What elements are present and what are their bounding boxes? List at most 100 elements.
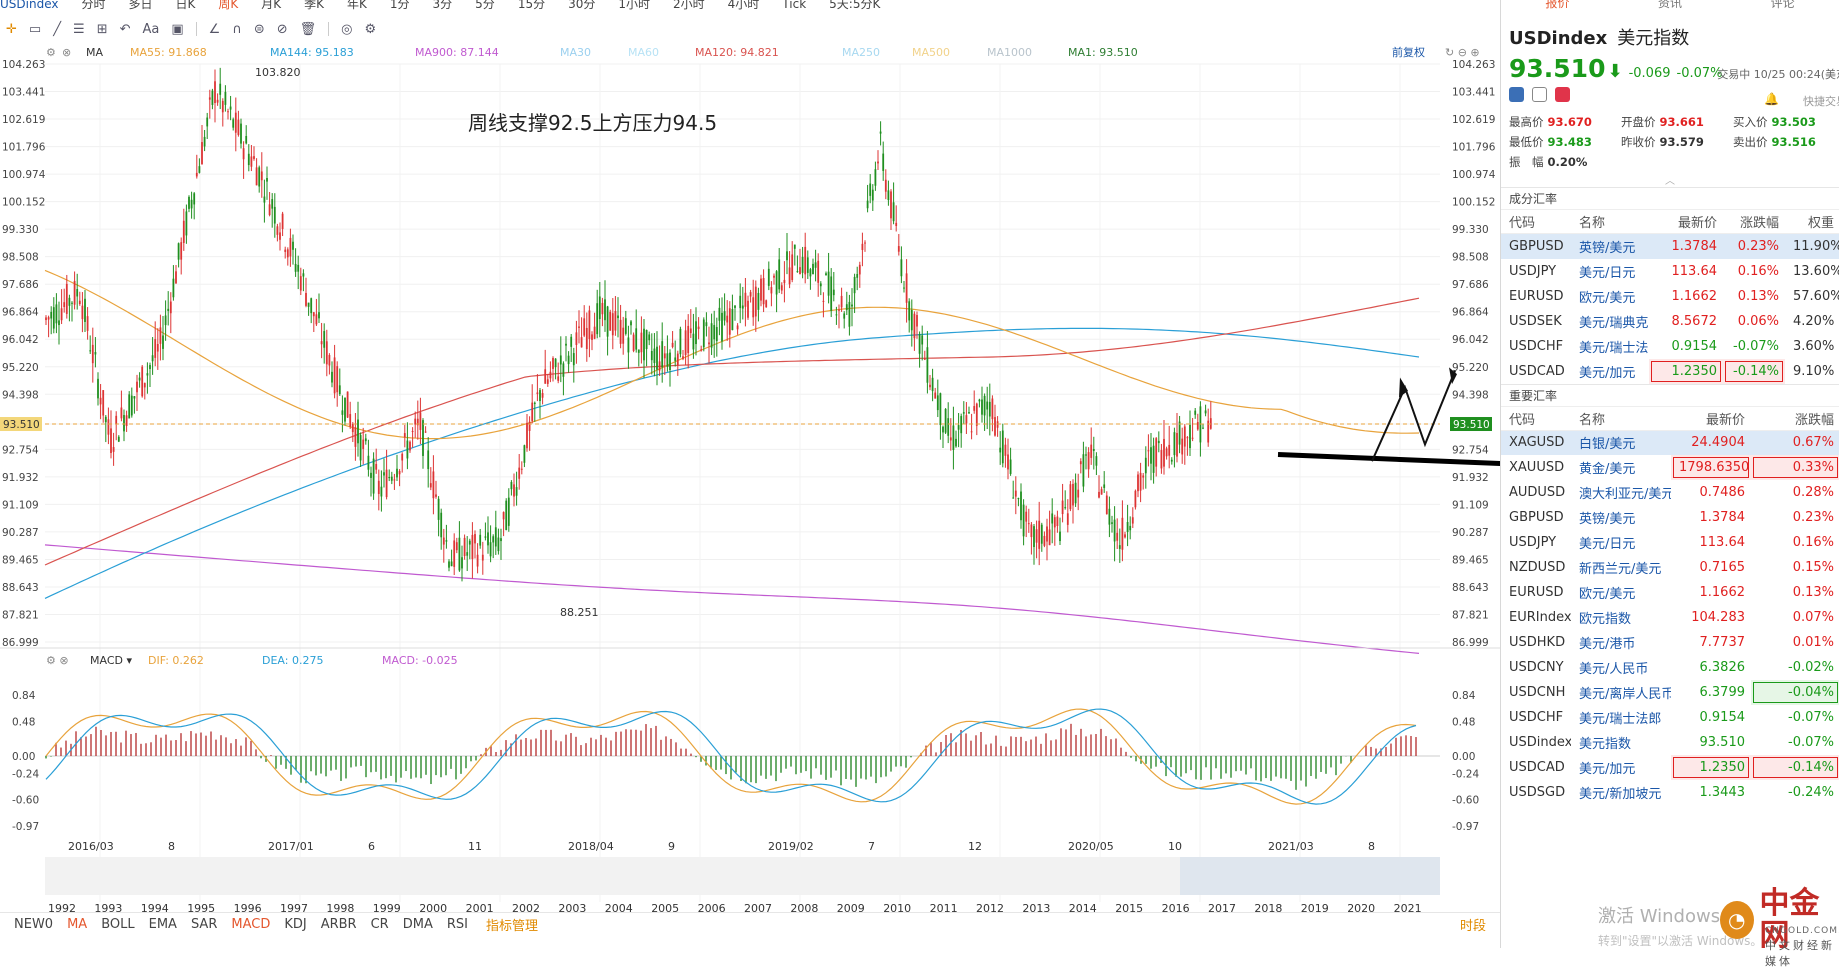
table-row[interactable]: GBPUSD 英镑/美元 1.3784 0.23% 11.90% [1501, 233, 1839, 259]
candle-body [299, 276, 302, 291]
table-row[interactable]: USDCNY 美元/人民币 6.3826 -0.02% [1501, 655, 1839, 680]
eye-icon[interactable]: ◎ [341, 21, 353, 37]
period-tab[interactable]: 季K [304, 0, 325, 11]
period-tab[interactable]: 月K [261, 0, 282, 11]
crosshair-icon[interactable]: ✛ [6, 21, 17, 37]
table-row[interactable]: USDindex 美元指数 93.510 -0.07% [1501, 730, 1839, 755]
circle-tool-icon[interactable]: ⊜ [253, 21, 265, 37]
table-row[interactable]: EURUSD 欧元/美元 1.1662 0.13% 57.60% [1501, 284, 1839, 309]
table-row[interactable]: GBPUSD 英镑/美元 1.3784 0.23% [1501, 505, 1839, 530]
comment-icon[interactable]: ▣ [171, 21, 184, 37]
period-tab[interactable]: 1分 [389, 0, 410, 11]
period-tab[interactable]: 分时 [81, 0, 106, 11]
indicator-tab-ma[interactable]: MA [67, 917, 88, 932]
price-tick-right: 101.796 [1452, 142, 1496, 154]
indicator-tab-arbr[interactable]: ARBR [320, 917, 357, 932]
period-tab[interactable]: Tick [782, 0, 807, 11]
table-row[interactable]: XAUUSD 黄金/美元 1798.6350 0.33% [1501, 455, 1839, 480]
table-row[interactable]: USDJPY 美元/日元 113.64 0.16% [1501, 530, 1839, 555]
column-header[interactable]: 最新价 [1671, 405, 1751, 431]
indicator-tab-kdj[interactable]: KDJ [284, 917, 307, 932]
table-row[interactable]: EURUSD 欧元/美元 1.1662 0.13% [1501, 580, 1839, 605]
chart-area[interactable]: ⚙ ⊗ MA MA55: 91.868 MA144: 95.183 MA900: 87.1… [0, 42, 1526, 922]
measure-tool-icon[interactable]: ☰ [73, 21, 85, 37]
settings-icon[interactable]: ⚙ [364, 21, 377, 37]
collapse-icon[interactable]: ︿ [1665, 176, 1675, 187]
column-header[interactable]: 最新价 [1649, 209, 1723, 234]
brush-icon[interactable]: ⊘ [276, 21, 288, 37]
indicator-tab-sar[interactable]: SAR [190, 917, 218, 932]
table-row[interactable]: USDSEK 美元/瑞典克 8.5672 0.06% 4.20% [1501, 309, 1839, 334]
candle-body [1048, 529, 1051, 546]
indicator-tab-dma[interactable]: DMA [402, 917, 433, 932]
table-row[interactable]: USDCAD 美元/加元 1.2350 -0.14% 9.10% [1501, 358, 1839, 384]
column-header[interactable]: 名称 [1571, 209, 1649, 234]
column-header[interactable]: 代码 [1501, 209, 1571, 234]
indicator-tab-ema[interactable]: EMA [148, 917, 177, 932]
macd-legend: DIF: 0.262 [148, 654, 204, 667]
column-header[interactable]: 代码 [1501, 405, 1571, 431]
column-header[interactable]: 涨跌幅 [1751, 405, 1839, 431]
table-row[interactable]: USDCHF 美元/瑞士法郎 0.9154 -0.07% [1501, 705, 1839, 730]
table-row[interactable]: XAGUSD 白银/美元 24.4904 0.67% [1501, 430, 1839, 455]
period-button[interactable]: 时段 [1459, 919, 1486, 934]
period-tab[interactable]: 日K [175, 0, 196, 11]
period-tab[interactable]: 1小时 [618, 0, 651, 11]
column-header[interactable]: 权重 [1785, 209, 1839, 234]
rect-tool-icon[interactable]: ▭ [28, 21, 42, 37]
table-row[interactable]: USDSGD 美元/新加坡元 1.3443 -0.24% [1501, 780, 1839, 805]
period-tab[interactable]: 15分 [517, 0, 546, 11]
doc-icon[interactable] [1532, 87, 1547, 102]
period-tab[interactable]: 5分 [475, 0, 495, 11]
column-header[interactable]: 涨跌幅 [1723, 209, 1785, 234]
candle-body [206, 117, 209, 127]
panel-tab[interactable]: 评论 [1770, 0, 1795, 10]
table-row[interactable]: USDJPY 美元/日元 113.64 0.16% 13.60% [1501, 259, 1839, 284]
panel-tab[interactable]: 报价 [1545, 0, 1570, 10]
table-row[interactable]: EURIndex 欧元指数 104.283 0.07% [1501, 605, 1839, 630]
period-tab[interactable]: 4小时 [727, 0, 760, 11]
fib-tool-icon[interactable]: ⊞ [96, 21, 108, 37]
table-row[interactable]: USDHKD 美元/港币 7.7737 0.01% [1501, 630, 1839, 655]
period-tab[interactable]: 年K [347, 0, 367, 11]
magnet-icon[interactable]: ∩ [232, 21, 242, 37]
table-row[interactable]: NZDUSD 新西兰元/美元 0.7165 0.15% [1501, 555, 1839, 580]
period-tab[interactable]: 5天:5分K [829, 0, 881, 11]
table-row[interactable]: AUDUSD 澳大利亚元/美元 0.7486 0.28% [1501, 480, 1839, 505]
indicator-tab-cr[interactable]: CR [370, 917, 389, 932]
period-tab[interactable]: 3分 [432, 0, 453, 11]
column-header[interactable]: 名称 [1571, 405, 1671, 431]
trash-icon[interactable]: 🗑 [299, 21, 317, 37]
indicator-tab-boll[interactable]: BOLL [101, 917, 135, 932]
indicator-tab-rsi[interactable]: RSI [446, 917, 468, 932]
candle-body [497, 537, 500, 552]
candle-body [78, 300, 81, 305]
quick-trade-button[interactable]: 快捷交易 [1803, 95, 1839, 108]
line-tool-icon[interactable]: ╱ [53, 21, 62, 37]
table-row[interactable]: USDCHF 美元/瑞士法 0.9154 -0.07% 3.60% [1501, 334, 1839, 359]
candle-body [788, 267, 791, 285]
heart-icon[interactable] [1555, 87, 1570, 102]
candle-body [286, 249, 289, 258]
panel-tab[interactable]: 资讯 [1658, 0, 1683, 10]
arrow-tool-icon[interactable]: ↶ [119, 21, 131, 37]
bell-icon[interactable]: 🔔 [1764, 92, 1779, 106]
text-tool-icon[interactable]: Aa [142, 21, 160, 37]
candle-body [237, 119, 240, 135]
period-tab[interactable]: 多日 [128, 0, 153, 11]
period-tab[interactable]: USDindex [0, 0, 59, 11]
kline-chart[interactable]: ⚙ ⊗ MA MA55: 91.868 MA144: 95.183 MA900: 87.1… [0, 42, 1526, 922]
ruler-icon[interactable]: ∠ [208, 21, 221, 37]
period-tab[interactable]: 周K [218, 0, 239, 11]
indicator-tab-macd[interactable]: MACD [231, 917, 271, 932]
period-tab[interactable]: 30分 [568, 0, 596, 11]
activation-watermark: 激活 Windows [1598, 906, 1721, 927]
year-label: 2020 [1347, 902, 1375, 915]
table-row[interactable]: USDCNH 美元/离岸人民币 6.3799 -0.04% [1501, 680, 1839, 705]
indicator-tab-new0[interactable]: NEW0 [14, 917, 54, 932]
rate-price: 0.7165 [1699, 560, 1746, 575]
period-tab[interactable]: 2小时 [673, 0, 705, 11]
globe-icon[interactable] [1509, 87, 1524, 102]
indicator-manager-button[interactable]: 指标管理 [485, 919, 538, 934]
table-row[interactable]: USDCAD 美元/加元 1.2350 -0.14% [1501, 755, 1839, 780]
